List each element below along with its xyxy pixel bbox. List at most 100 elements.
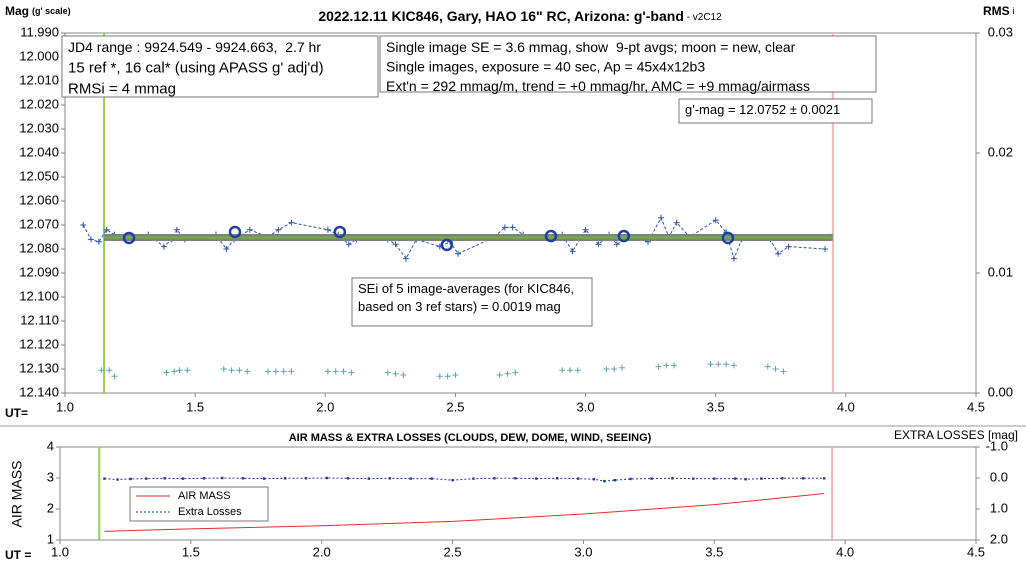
point	[785, 243, 792, 250]
point	[111, 373, 118, 380]
point	[472, 477, 475, 480]
point	[775, 250, 782, 257]
y2-tick-label: 0.02	[988, 144, 1013, 159]
point	[145, 477, 148, 480]
point	[715, 361, 722, 368]
point	[392, 370, 399, 377]
y2label-note: i	[1013, 6, 1015, 16]
point	[514, 477, 517, 480]
average-point	[544, 229, 558, 243]
y-tick-label: 2	[47, 500, 54, 515]
point	[348, 369, 355, 376]
point	[202, 477, 206, 480]
point	[236, 367, 243, 374]
point	[384, 369, 391, 376]
x-axis-label: UT=	[5, 406, 28, 420]
point	[283, 477, 287, 480]
point	[655, 363, 662, 370]
point	[493, 477, 496, 480]
point	[452, 372, 459, 378]
x-tick-label: 2.5	[446, 399, 464, 414]
annotation-text: JD4 range : 9924.549 - 9924.663, 2.7 hr	[68, 39, 321, 55]
point	[504, 370, 511, 377]
annotation-text: SEi of 5 image-averages (for KIC846,	[358, 281, 574, 296]
point	[345, 241, 352, 248]
chart-title: AIR MASS & EXTRA LOSSES (CLOUDS, DEW, DO…	[289, 432, 652, 444]
y-tick-label: 12.040	[19, 144, 59, 159]
point	[582, 226, 589, 233]
point	[613, 241, 620, 248]
point	[324, 226, 331, 233]
point	[629, 477, 632, 481]
point	[80, 222, 87, 228]
point	[496, 372, 503, 378]
legend-label: AIR MASS	[178, 490, 231, 502]
point	[501, 224, 508, 231]
annotation-box	[379, 35, 877, 93]
point	[444, 373, 451, 380]
y-tick-label: 3	[47, 469, 54, 484]
y-tick-label: 12.010	[19, 72, 59, 87]
point	[822, 246, 829, 252]
point	[744, 478, 747, 481]
point	[221, 476, 224, 480]
point	[409, 477, 412, 480]
y2-tick-label: -1.0	[986, 438, 1008, 453]
y-tick-label: 4	[47, 438, 54, 453]
point	[280, 368, 287, 375]
x-axis-label: UT =	[5, 548, 31, 562]
point	[611, 366, 618, 372]
series-line	[82, 216, 826, 261]
point	[346, 477, 350, 480]
point	[324, 368, 331, 375]
y-tick-label: 12.130	[19, 360, 59, 375]
x-tick-label: 4.5	[967, 544, 985, 559]
point	[671, 477, 674, 480]
x-tick-label: 1.0	[56, 399, 74, 414]
point	[129, 477, 132, 481]
point	[802, 477, 805, 480]
point	[576, 477, 580, 480]
x-tick-label: 4.0	[836, 544, 854, 559]
point	[671, 362, 678, 369]
point	[220, 366, 227, 372]
legend-box	[129, 486, 269, 522]
point	[559, 367, 566, 374]
y-tick-label: 12.050	[19, 168, 59, 183]
y2-tick-label: 0.00	[988, 384, 1013, 399]
y2-tick-label: 1.0	[990, 500, 1008, 515]
point	[223, 246, 230, 252]
point	[663, 362, 670, 369]
point	[436, 373, 443, 380]
point	[106, 367, 113, 374]
point	[163, 369, 170, 376]
x-tick-label: 2.5	[444, 544, 462, 559]
average-point	[122, 231, 136, 245]
point	[781, 477, 784, 480]
point	[619, 364, 626, 371]
y2label: RMS	[983, 4, 1010, 18]
point	[304, 477, 308, 480]
average-point	[617, 229, 631, 243]
y-axis-label: AIR MASS	[9, 461, 25, 528]
title-note: - v2C12	[684, 12, 722, 23]
legend-label: Extra Losses	[178, 506, 242, 518]
average-point	[440, 238, 454, 252]
annotation-box	[351, 277, 593, 327]
y-tick-label: 12.000	[19, 48, 59, 63]
point	[103, 477, 106, 480]
point	[160, 243, 167, 250]
point	[325, 476, 329, 480]
point	[430, 477, 433, 480]
x-tick-label: 1.0	[51, 544, 69, 559]
y2-tick-label: 0.03	[988, 24, 1013, 39]
x-tick-label: 3.0	[574, 544, 592, 559]
point	[658, 214, 665, 221]
annotation-box	[678, 98, 873, 124]
point	[171, 368, 178, 375]
point	[173, 226, 180, 233]
y-tick-label: 1	[47, 531, 54, 546]
point	[228, 367, 235, 374]
point	[535, 477, 538, 480]
y2-tick-label: 0.0	[990, 469, 1008, 484]
